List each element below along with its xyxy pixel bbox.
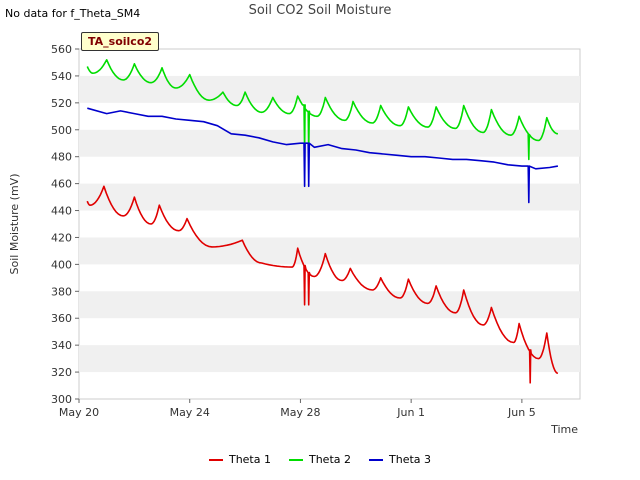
y-tick-label: 380: [51, 285, 72, 298]
legend-label-theta-2: Theta 2: [308, 453, 351, 466]
y-tick-label: 420: [51, 231, 72, 244]
y-tick-label: 500: [51, 124, 72, 137]
y-tick-label: 480: [51, 151, 72, 164]
legend-item-theta-2: Theta 2: [288, 453, 351, 466]
grid-band: [79, 291, 580, 319]
grid-band: [79, 183, 580, 211]
y-tick-label: 300: [51, 393, 72, 406]
chart-title: Soil CO2 Soil Moisture: [248, 3, 392, 18]
legend-label-theta-1: Theta 1: [228, 453, 271, 466]
legend-swatch-theta-3: [369, 458, 383, 461]
legend-item-theta-1: Theta 1: [208, 453, 271, 466]
x-tick-label: Jun 5: [507, 406, 536, 419]
y-tick-label: 400: [51, 258, 72, 271]
y-tick-label: 460: [51, 178, 72, 191]
chart-legend: Theta 1 Theta 2 Theta 3: [0, 453, 640, 466]
legend-item-theta-3: Theta 3: [369, 453, 431, 466]
legend-swatch-theta-2: [288, 458, 303, 461]
x-tick-label: Jun 1: [396, 406, 425, 419]
grid-band: [79, 345, 580, 373]
x-tick-label: May 20: [59, 406, 99, 419]
y-tick-label: 540: [51, 70, 72, 83]
y-tick-label: 520: [51, 97, 72, 110]
legend-swatch-theta-1: [208, 458, 223, 461]
grid-band: [79, 129, 580, 157]
grid-band: [79, 237, 580, 265]
series-line-theta-3: [87, 107, 559, 204]
series-line-theta-2: [86, 59, 559, 161]
y-tick-label: 440: [51, 205, 72, 218]
no-data-note: No data for f_Theta_SM4: [5, 7, 141, 20]
y-axis-label: Soil Moisture (mV): [8, 174, 21, 275]
grid-band: [79, 75, 580, 103]
site-tag: TA_soilco2: [81, 32, 160, 51]
y-tick-label: 320: [51, 366, 72, 379]
legend-label-theta-3: Theta 3: [389, 453, 432, 466]
y-tick-label: 360: [51, 312, 72, 325]
y-tick-label: 340: [51, 339, 72, 352]
x-axis-label: Time: [550, 423, 578, 436]
x-tick-label: May 24: [170, 406, 210, 419]
series-line-theta-1: [86, 185, 559, 384]
y-tick-label: 560: [51, 43, 72, 56]
x-tick-label: May 28: [280, 406, 320, 419]
